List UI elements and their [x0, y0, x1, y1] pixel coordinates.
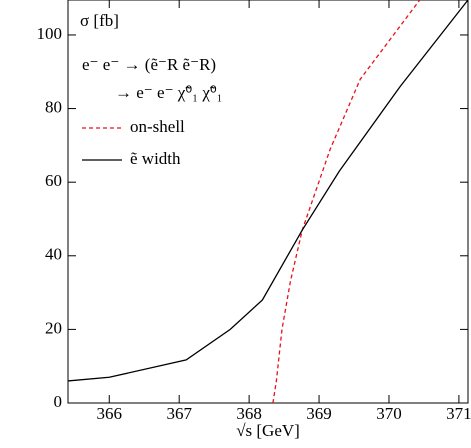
y-tick-label: 20 — [45, 318, 62, 337]
y-tick-label: 100 — [37, 24, 63, 43]
y-tick-label: 0 — [54, 392, 63, 411]
x-tick-label: 366 — [97, 404, 123, 423]
x-tick-label: 369 — [306, 404, 332, 423]
legend-label: on-shell — [130, 117, 185, 136]
y-axis-label: σ [fb] — [80, 11, 119, 30]
y-tick-label: 40 — [45, 245, 62, 264]
legend-label: ẽ width — [130, 149, 181, 168]
x-tick-label: 367 — [166, 404, 192, 423]
x-tick-label: 370 — [376, 404, 402, 423]
line — [272, 0, 421, 403]
x-tick-label: 371 — [446, 404, 471, 423]
y-tick-label: 80 — [45, 97, 62, 116]
annotation: e⁻ e⁻ → (ẽ⁻R ẽ⁻R) — [82, 55, 216, 74]
x-tick-label: 368 — [236, 404, 262, 423]
plot-frame — [67, 0, 469, 404]
annotation: → e⁻ e⁻ χ̃⁰₁ χ̃⁰₁ — [115, 83, 223, 102]
line — [68, 0, 468, 382]
y-tick-label: 60 — [45, 171, 62, 190]
x-axis-label: √s [GeV] — [236, 421, 300, 440]
